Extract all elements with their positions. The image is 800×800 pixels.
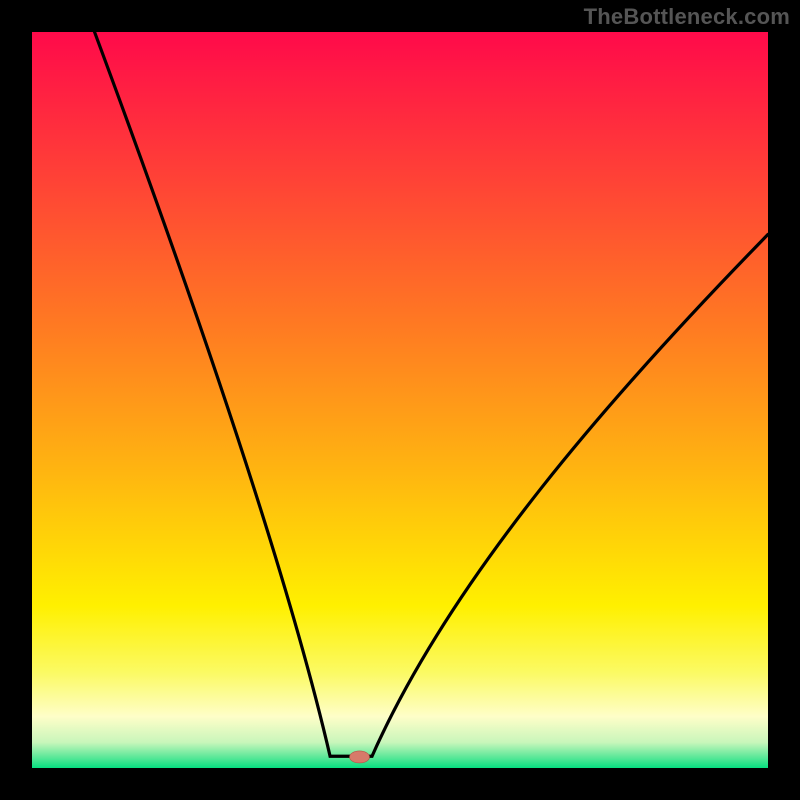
trough-marker <box>350 751 370 763</box>
chart-container: TheBottleneck.com <box>0 0 800 800</box>
bottleneck-chart <box>0 0 800 800</box>
plot-background <box>32 32 768 768</box>
